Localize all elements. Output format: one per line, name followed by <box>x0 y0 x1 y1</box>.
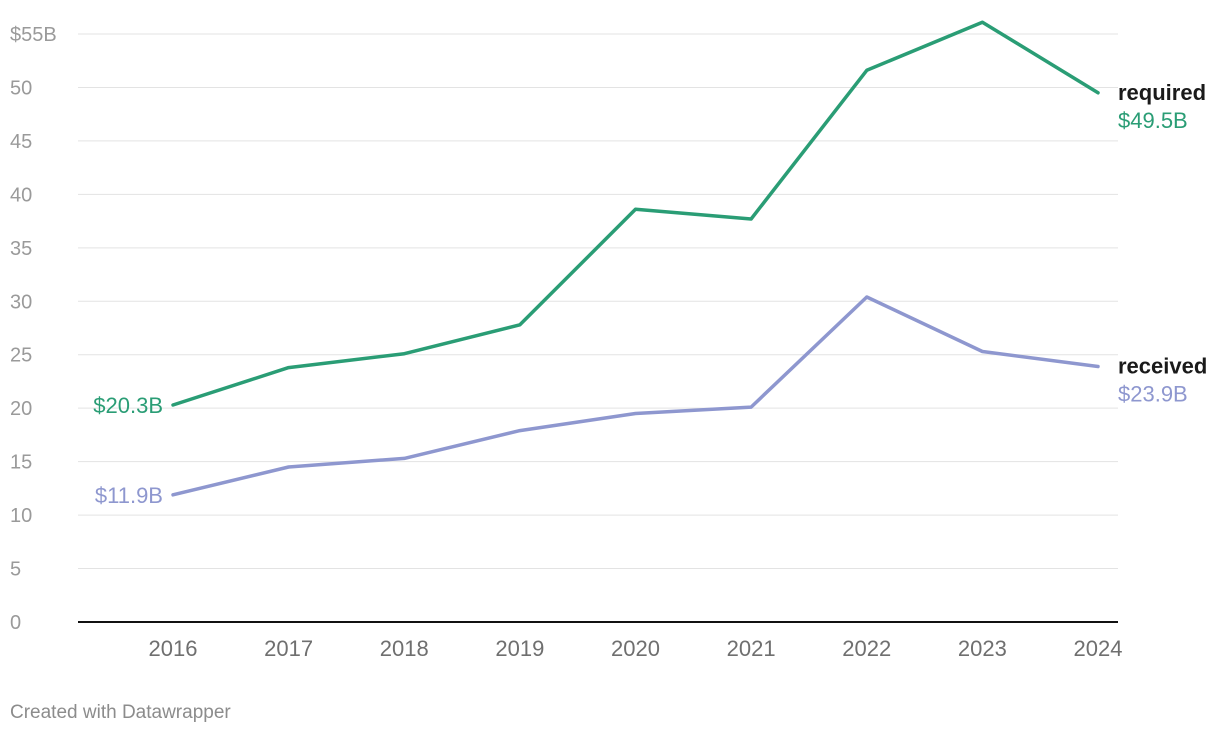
end-series-name-received: received <box>1118 353 1207 378</box>
start-value-label-received: $11.9B <box>95 483 163 508</box>
data-point-received-2018 <box>402 456 406 460</box>
data-point-required-2023 <box>980 20 984 24</box>
x-tick-label-2024: 2024 <box>1074 636 1123 661</box>
line-chart: 0 5 10 15 20 25 30 35 40 45 50 $55B 2016 2017 2018 2019… <box>10 20 1207 661</box>
y-tick-label-40: 40 <box>10 184 32 206</box>
data-point-required-2021 <box>749 217 753 221</box>
data-point-received-2019 <box>518 429 522 433</box>
y-tick-label-35: 35 <box>10 238 32 260</box>
y-tick-label-15: 15 <box>10 452 32 474</box>
y-tick-label-0: 0 <box>10 612 21 634</box>
y-tick-label-10: 10 <box>10 505 32 527</box>
data-point-required-2017 <box>287 366 291 370</box>
end-value-label-received: $23.9B <box>1118 381 1188 406</box>
x-tick-label-2018: 2018 <box>380 636 429 661</box>
series-line-required <box>171 20 1100 407</box>
data-point-received-2021 <box>749 405 753 409</box>
y-tick-label-25: 25 <box>10 345 32 367</box>
data-point-required-2018 <box>402 352 406 356</box>
series-line-received <box>171 295 1100 497</box>
data-point-required-2024 <box>1096 91 1100 95</box>
x-tick-label-2021: 2021 <box>727 636 776 661</box>
data-point-received-2023 <box>980 350 984 354</box>
x-tick-label-2017: 2017 <box>264 636 313 661</box>
x-tick-label-2019: 2019 <box>495 636 544 661</box>
data-point-required-2020 <box>634 207 637 211</box>
x-tick-label-2016: 2016 <box>149 636 198 661</box>
data-point-required-2016 <box>171 403 175 407</box>
y-tick-label-45: 45 <box>10 131 32 153</box>
y-tick-label-20: 20 <box>10 398 32 420</box>
credit-footer: Created with Datawrapper <box>10 702 231 723</box>
x-tick-label-2020: 2020 <box>611 636 660 661</box>
x-tick-label-2023: 2023 <box>958 636 1007 661</box>
end-series-name-required: required <box>1118 80 1206 105</box>
start-value-label-required: $20.3B <box>93 393 163 418</box>
data-point-required-2019 <box>518 323 522 327</box>
y-tick-label-5: 5 <box>10 559 21 581</box>
data-point-received-2020 <box>634 412 637 416</box>
data-point-required-2022 <box>865 68 869 72</box>
data-point-received-2016 <box>171 493 175 497</box>
y-tick-label-30: 30 <box>10 291 32 313</box>
data-point-received-2024 <box>1096 364 1100 368</box>
data-point-received-2017 <box>287 465 291 469</box>
data-point-received-2022 <box>865 295 869 299</box>
y-tick-label-55: $55B <box>10 24 57 46</box>
y-tick-label-50: 50 <box>10 77 32 99</box>
end-value-label-required: $49.5B <box>1118 108 1188 133</box>
x-tick-label-2022: 2022 <box>842 636 891 661</box>
